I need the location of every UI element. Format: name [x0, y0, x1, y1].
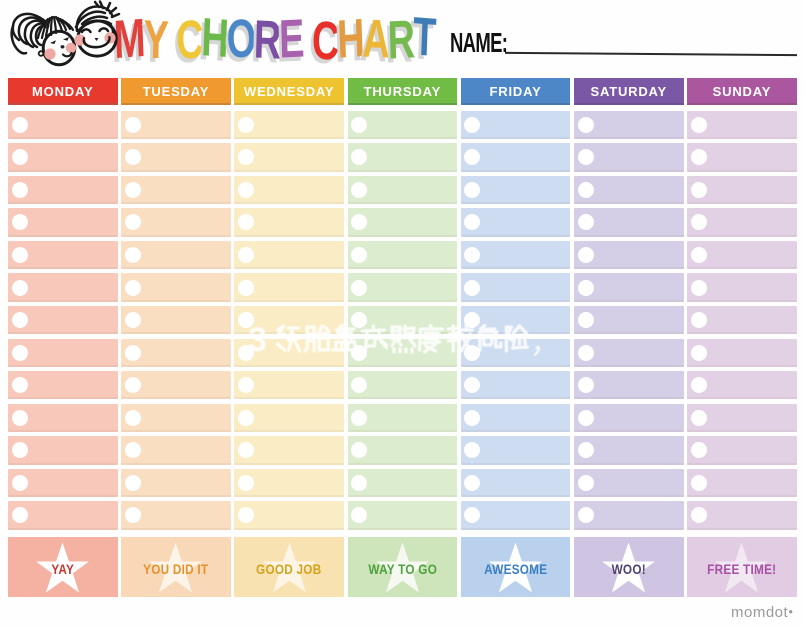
svg-text:3: 3 [248, 324, 267, 358]
